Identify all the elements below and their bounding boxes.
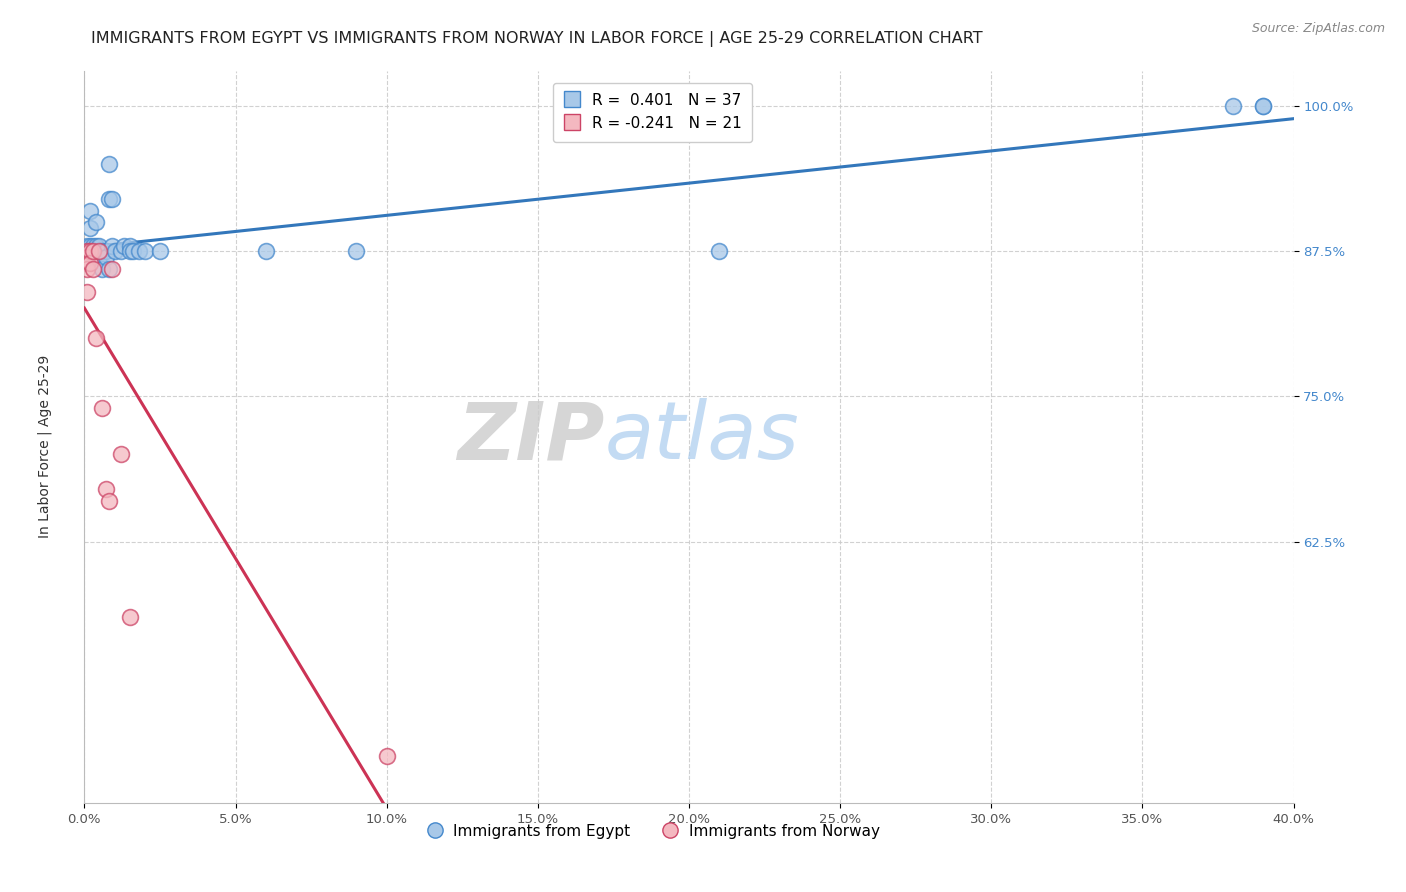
Point <box>118 610 141 624</box>
Point <box>89 250 111 264</box>
Point <box>91 261 114 276</box>
Point <box>79 244 101 259</box>
Point <box>82 244 104 259</box>
Point <box>89 244 111 259</box>
Point <box>134 244 156 259</box>
Point <box>82 261 104 276</box>
Point <box>86 331 108 345</box>
Point <box>76 261 98 276</box>
Point <box>79 221 101 235</box>
Point <box>375 749 398 764</box>
Point <box>149 244 172 259</box>
Point <box>76 250 98 264</box>
Point <box>104 244 127 259</box>
Legend: Immigrants from Egypt, Immigrants from Norway: Immigrants from Egypt, Immigrants from N… <box>418 816 887 847</box>
Point <box>76 256 98 270</box>
Text: IMMIGRANTS FROM EGYPT VS IMMIGRANTS FROM NORWAY IN LABOR FORCE | AGE 25-29 CORRE: IMMIGRANTS FROM EGYPT VS IMMIGRANTS FROM… <box>91 31 983 47</box>
Point <box>121 244 143 259</box>
Text: In Labor Force | Age 25-29: In Labor Force | Age 25-29 <box>38 354 52 538</box>
Point <box>100 238 122 252</box>
Point <box>82 238 104 252</box>
Point <box>1253 99 1275 113</box>
Point <box>76 244 98 259</box>
Point <box>76 250 98 264</box>
Point <box>89 238 111 252</box>
Text: ZIP: ZIP <box>457 398 605 476</box>
Point <box>254 244 277 259</box>
Point <box>76 238 98 252</box>
Point <box>79 238 101 252</box>
Point <box>112 238 135 252</box>
Point <box>97 157 120 171</box>
Point <box>1253 99 1275 113</box>
Point <box>86 215 108 229</box>
Point <box>91 401 114 415</box>
Point <box>1222 99 1244 113</box>
Point <box>94 244 117 259</box>
Text: Source: ZipAtlas.com: Source: ZipAtlas.com <box>1251 22 1385 36</box>
Point <box>94 250 117 264</box>
Text: atlas: atlas <box>605 398 799 476</box>
Point <box>110 244 132 259</box>
Point <box>118 238 141 252</box>
Point <box>97 192 120 206</box>
Point <box>76 285 98 299</box>
Point <box>100 261 122 276</box>
Point <box>110 448 132 462</box>
Point <box>94 483 117 497</box>
Point <box>709 244 731 259</box>
Point <box>82 250 104 264</box>
Point <box>79 256 101 270</box>
Point <box>79 203 101 218</box>
Point <box>97 261 120 276</box>
Point <box>97 494 120 508</box>
Point <box>91 244 114 259</box>
Point <box>118 244 141 259</box>
Point <box>86 238 108 252</box>
Point <box>346 244 368 259</box>
Point <box>76 244 98 259</box>
Point <box>128 244 150 259</box>
Point <box>100 192 122 206</box>
Point <box>82 244 104 259</box>
